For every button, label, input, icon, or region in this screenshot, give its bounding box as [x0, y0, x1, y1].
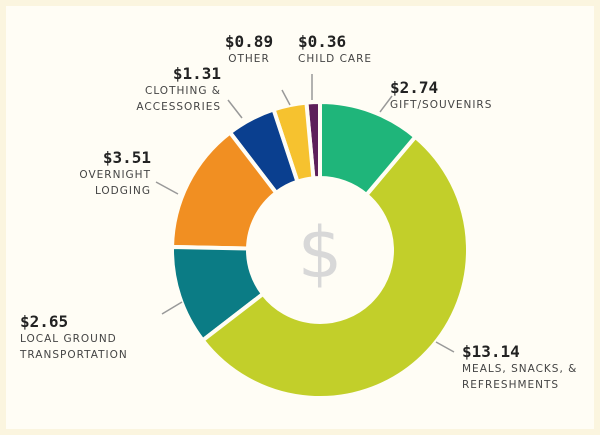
- value-label: $2.74: [390, 78, 439, 97]
- value-label: $0.36: [298, 32, 347, 51]
- slice-label: $0.36 CHILD CARE: [298, 32, 408, 67]
- leader-line: [435, 341, 455, 353]
- slice: [169, 129, 280, 251]
- value-label: $2.65: [20, 312, 69, 331]
- slice-label: $2.65 LOCAL GROUND TRANSPORTATION: [20, 312, 155, 363]
- slice: [199, 133, 470, 400]
- category-label: CHILD CARE: [298, 53, 373, 65]
- slice: [318, 99, 419, 198]
- slice: [170, 244, 266, 344]
- category-label: LOCAL GROUND TRANSPORTATION: [20, 333, 128, 361]
- leader-line: [281, 89, 291, 106]
- category-label: CLOTHING & ACCESSORIES: [136, 85, 221, 113]
- leader-line: [161, 301, 183, 315]
- category-label: MEALS, SNACKS, & REFRESHMENTS: [462, 363, 578, 391]
- slice-label: $0.89 OTHER: [212, 32, 286, 67]
- category-label: GIFT/SOUVENIRS: [390, 99, 493, 111]
- slice-label: $13.14 MEALS, SNACKS, & REFRESHMENTS: [462, 342, 594, 393]
- slice-label: $1.31 CLOTHING & ACCESSORIES: [116, 64, 221, 115]
- value-label: $1.31: [172, 64, 221, 83]
- center-label: $: [298, 212, 343, 294]
- leader-line: [379, 95, 393, 113]
- value-label: $3.51: [102, 148, 151, 167]
- slice-label: $2.74 GIFT/SOUVENIRS: [390, 78, 550, 113]
- leader-line: [155, 181, 179, 195]
- value-label: $0.89: [224, 32, 274, 51]
- slice-label: $3.51 OVERNIGHT LODGING: [56, 148, 151, 199]
- value-label: $13.14: [462, 342, 520, 361]
- slice: [227, 106, 300, 196]
- category-label: OVERNIGHT LODGING: [79, 169, 151, 197]
- leader-line: [227, 99, 243, 119]
- category-label: OTHER: [228, 53, 270, 65]
